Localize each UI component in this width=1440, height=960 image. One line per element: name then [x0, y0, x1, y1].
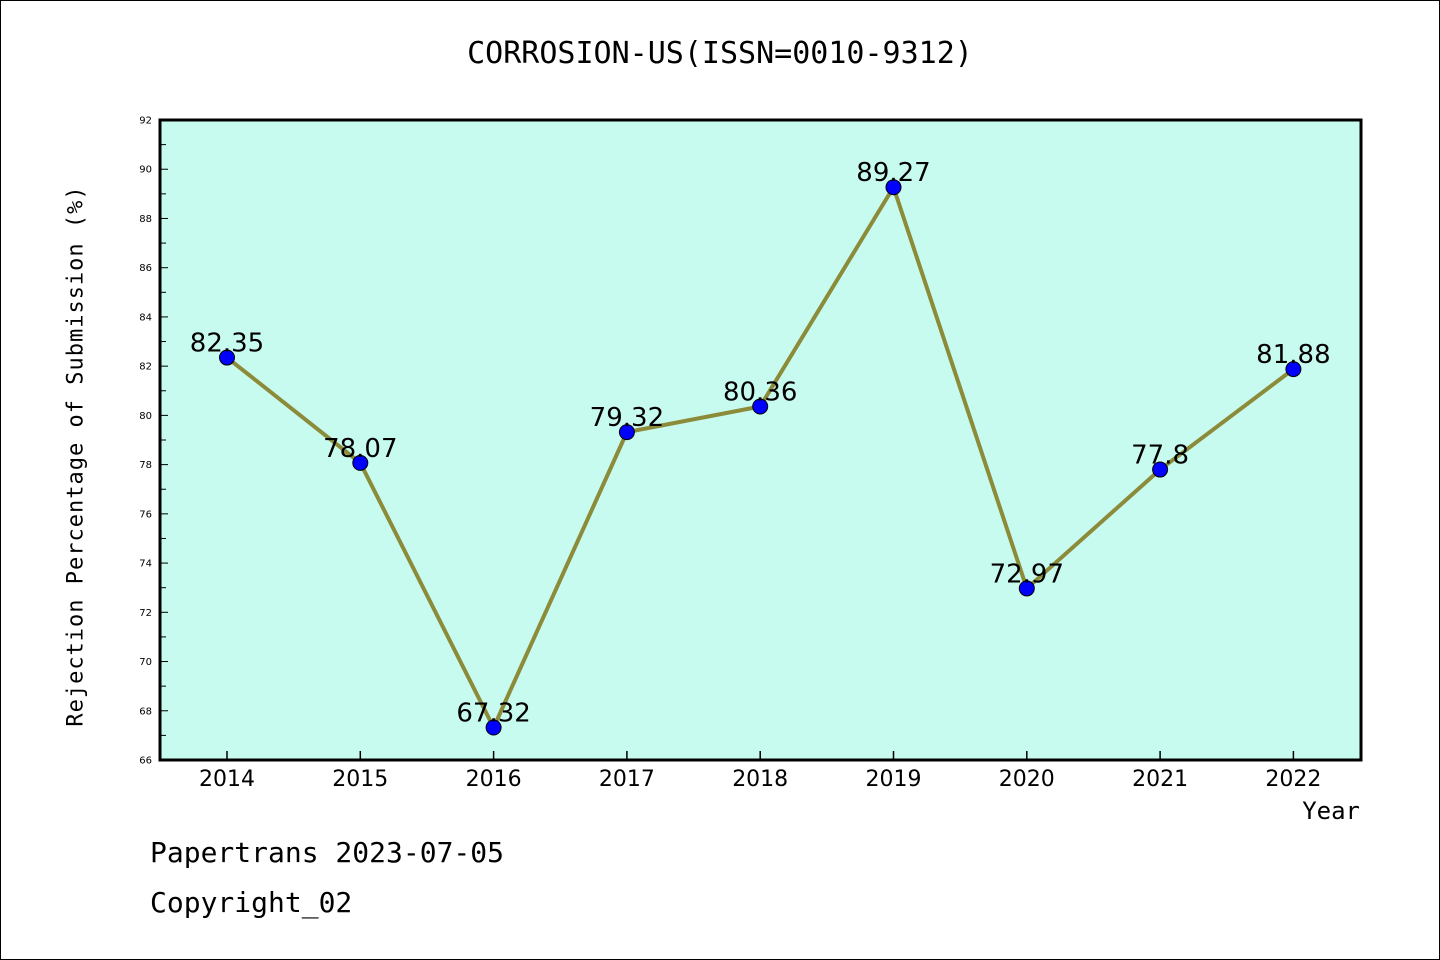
footer-source: Papertrans 2023-07-05 [150, 836, 505, 869]
y-tick-label: 80 [139, 411, 152, 422]
x-tick-label: 2018 [732, 767, 788, 792]
data-point [752, 398, 769, 415]
y-tick-label: 72 [139, 608, 152, 619]
y-tick-label: 68 [139, 706, 152, 717]
data-point [1018, 580, 1035, 597]
x-tick-label: 2021 [1132, 767, 1188, 792]
x-tick-label: 2014 [199, 767, 255, 792]
y-tick-label: 70 [139, 657, 152, 668]
data-point [1285, 361, 1302, 378]
data-point [219, 349, 235, 366]
x-tick-label: 2017 [599, 767, 655, 792]
data-label: 77.8 [1131, 441, 1189, 471]
y-tick-label: 88 [139, 214, 152, 225]
data-point [485, 719, 502, 736]
data-label: 79.32 [590, 403, 664, 433]
y-tick-label: 76 [139, 509, 152, 520]
x-tick-label: 2019 [866, 767, 922, 792]
chart-title: CORROSION-US(ISSN=0010-9312) [467, 36, 973, 71]
x-axis-label: Year [1302, 797, 1360, 825]
y-tick-label: 82 [139, 362, 152, 373]
x-tick-label: 2022 [1265, 767, 1321, 792]
footer-copyright: Copyright_02 [150, 886, 353, 919]
plot-area [158, 118, 1363, 762]
y-tick-label: 78 [139, 460, 152, 471]
data-label: 89.27 [856, 158, 930, 188]
data-point [885, 179, 902, 196]
data-point [1152, 461, 1169, 478]
data-label: 80.36 [723, 378, 797, 408]
data-label: 72.97 [990, 559, 1064, 589]
y-tick-label: 84 [139, 312, 152, 323]
y-tick-label: 86 [139, 263, 152, 274]
y-tick-label: 66 [139, 756, 152, 767]
data-point [618, 424, 635, 441]
y-tick-label: 92 [139, 116, 152, 127]
y-tick-label: 90 [139, 165, 152, 176]
x-tick-label: 2015 [332, 767, 388, 792]
data-label: 82.35 [190, 329, 264, 359]
y-tick-label: 74 [139, 559, 152, 570]
x-tick-label: 2020 [999, 767, 1055, 792]
data-point [352, 454, 369, 471]
x-tick-label: 2016 [466, 767, 522, 792]
data-label: 67.32 [456, 699, 530, 729]
data-label: 81.88 [1256, 340, 1330, 370]
data-label: 78.07 [323, 434, 397, 464]
